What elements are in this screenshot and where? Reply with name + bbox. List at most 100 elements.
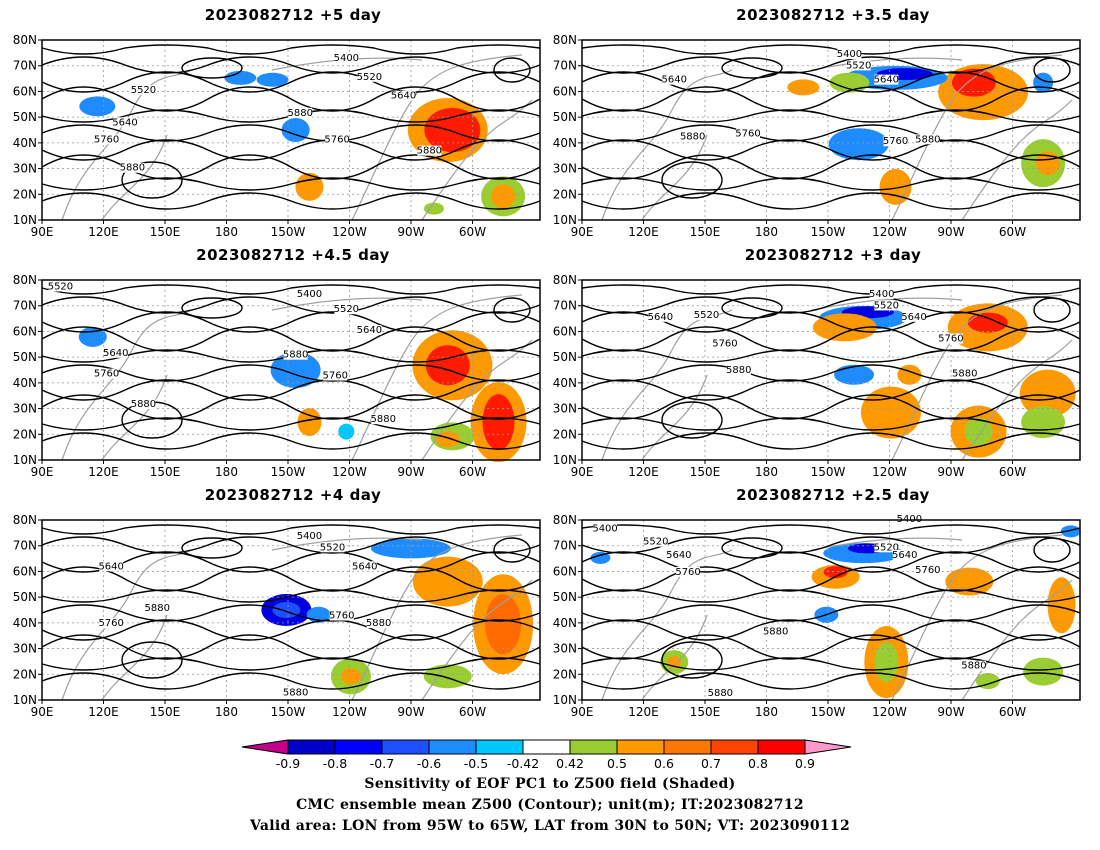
svg-text:5760: 5760 bbox=[735, 129, 760, 140]
sensitivity-shade bbox=[1023, 657, 1064, 686]
map-frame bbox=[581, 519, 1081, 701]
contour-label: 5640 bbox=[357, 325, 382, 336]
svg-text:5400: 5400 bbox=[334, 53, 359, 64]
lon-tick-label: 60W bbox=[459, 225, 486, 239]
contour-label: 5880 bbox=[120, 162, 145, 174]
colorbar-label: 0.9 bbox=[795, 756, 815, 771]
contour-label: 5520 bbox=[334, 304, 359, 315]
colorbar-label: 0.7 bbox=[701, 756, 721, 771]
contour-label: 5880 bbox=[708, 688, 733, 699]
svg-text:5760: 5760 bbox=[675, 567, 700, 578]
lat-tick-label: 10N bbox=[13, 213, 37, 227]
sensitivity-shade bbox=[951, 68, 996, 97]
sensitivity-shade bbox=[590, 551, 611, 564]
lat-tick-label: 20N bbox=[13, 667, 37, 681]
svg-text:5640: 5640 bbox=[661, 75, 686, 86]
lon-tick-label: 150E bbox=[690, 705, 721, 719]
svg-text:5880: 5880 bbox=[131, 399, 156, 410]
svg-text:5880: 5880 bbox=[763, 627, 788, 638]
lon-tick-label: 90W bbox=[397, 705, 424, 719]
colorbar-label: -0.42 bbox=[507, 756, 539, 771]
caption-line-2: CMC ensemble mean Z500 (Contour); unit(m… bbox=[296, 797, 804, 813]
svg-text:5760: 5760 bbox=[712, 338, 737, 349]
contour-label: 5880 bbox=[680, 131, 705, 142]
contour-label: 5880 bbox=[370, 414, 396, 425]
lon-tick-label: 150E bbox=[690, 465, 721, 479]
colorbar-box bbox=[616, 739, 665, 755]
lat-tick-label: 50N bbox=[553, 350, 577, 364]
z500-contours bbox=[581, 524, 1081, 690]
colorbar-box bbox=[475, 739, 524, 755]
lat-tick-label: 60N bbox=[553, 324, 577, 338]
lon-tick-label: 90W bbox=[937, 705, 964, 719]
lat-tick-label: 30N bbox=[553, 642, 577, 656]
sensitivity-shade bbox=[879, 168, 912, 205]
sensitivity-shade bbox=[256, 72, 289, 87]
svg-text:5640: 5640 bbox=[892, 550, 917, 561]
svg-text:5760: 5760 bbox=[324, 134, 349, 145]
lat-tick-label: 70N bbox=[553, 59, 577, 73]
lon-tick-label: 120E bbox=[628, 705, 659, 719]
colorbar-label: -0.5 bbox=[464, 756, 488, 771]
z500-contours bbox=[41, 284, 541, 450]
colorbar-arrow-left bbox=[241, 739, 289, 755]
sensitivity-shade bbox=[295, 172, 324, 201]
lon-tick-label: 150W bbox=[271, 225, 306, 239]
svg-text:5640: 5640 bbox=[648, 312, 673, 323]
lat-tick-label: 20N bbox=[553, 187, 577, 201]
map-panel-p3: 5520 5400 5520 5640 5640 5760 5880 5880 5760 5880… bbox=[13, 273, 541, 479]
lon-tick-label: 120E bbox=[88, 465, 119, 479]
contour-label: 5880 bbox=[366, 618, 391, 629]
svg-text:5640: 5640 bbox=[666, 550, 691, 561]
contour-label: 5520 bbox=[48, 281, 73, 292]
lon-tick-label: 120E bbox=[628, 465, 659, 479]
colorbar-label: -0.8 bbox=[323, 756, 347, 771]
lat-tick-label: 40N bbox=[13, 376, 37, 390]
lon-tick-label: 90E bbox=[31, 465, 54, 479]
contour-label: 5640 bbox=[103, 347, 129, 359]
svg-text:5880: 5880 bbox=[120, 163, 145, 174]
lat-tick-label: 30N bbox=[553, 402, 577, 416]
contour-label: 5880 bbox=[283, 687, 308, 698]
lat-tick-label: 50N bbox=[553, 590, 577, 604]
lon-tick-label: 90E bbox=[31, 225, 54, 239]
contour-label: 5400 bbox=[297, 530, 322, 542]
contour-label: 5400 bbox=[837, 49, 862, 60]
colorbar-label: 0.5 bbox=[607, 756, 627, 771]
lat-tick-label: 20N bbox=[13, 427, 37, 441]
contour-label: 5520 bbox=[694, 309, 719, 321]
caption-line-3: Valid area: LON from 95W to 65W, LAT fro… bbox=[249, 818, 851, 834]
colorbar-label: -0.7 bbox=[370, 756, 394, 771]
lon-tick-label: 90E bbox=[571, 465, 594, 479]
sensitivity-shade bbox=[270, 352, 321, 388]
sensitivity-shade bbox=[975, 673, 1000, 690]
contour-label: 5880 bbox=[145, 602, 170, 614]
contour-label: 5520 bbox=[357, 71, 382, 83]
sensitivity-shade bbox=[787, 79, 820, 96]
lon-tick-label: 60W bbox=[999, 705, 1026, 719]
contour-label: 5760 bbox=[94, 134, 119, 145]
sensitivity-shade bbox=[338, 423, 355, 440]
svg-text:5760: 5760 bbox=[883, 136, 908, 147]
colorbar-label: -0.6 bbox=[417, 756, 441, 771]
lon-tick-label: 150W bbox=[271, 465, 306, 479]
svg-text:5400: 5400 bbox=[297, 531, 322, 542]
contour-label: 5640 bbox=[391, 91, 416, 102]
contour-label: 5760 bbox=[323, 370, 348, 382]
colorbar-box bbox=[710, 739, 759, 755]
panel-title-p4: 2023082712 +3 day bbox=[744, 246, 922, 264]
lat-tick-label: 70N bbox=[13, 539, 37, 553]
svg-text:5880: 5880 bbox=[283, 687, 308, 698]
lat-tick-label: 10N bbox=[13, 693, 37, 707]
lat-tick-label: 60N bbox=[13, 324, 37, 338]
contour-label: 5880 bbox=[763, 626, 788, 638]
contour-label: 5760 bbox=[735, 128, 761, 140]
sensitivity-shade bbox=[828, 128, 889, 161]
lat-tick-label: 60N bbox=[553, 564, 577, 578]
svg-text:5640: 5640 bbox=[112, 117, 137, 128]
contour-label: 5760 bbox=[329, 610, 354, 622]
lon-tick-label: 90W bbox=[937, 225, 964, 239]
colorbar-label: -0.9 bbox=[276, 756, 300, 771]
